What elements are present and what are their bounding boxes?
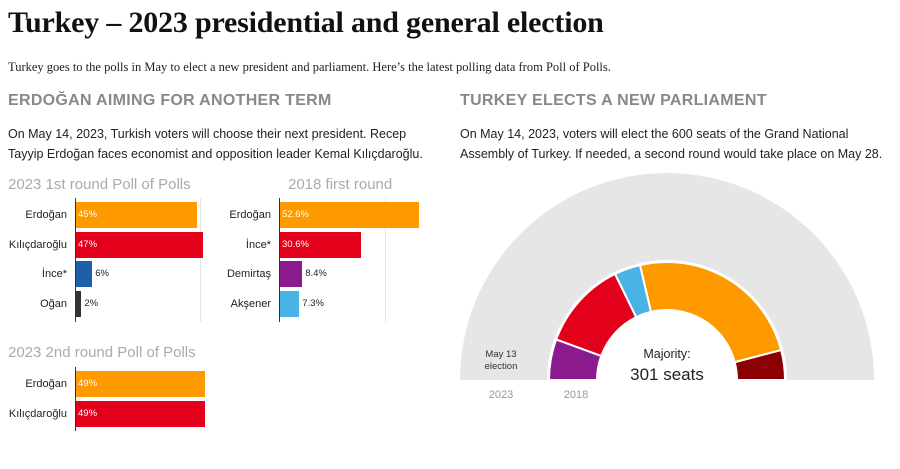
bar [280, 231, 361, 258]
outer-ring-label-line-1: May 13 [485, 349, 516, 360]
bar-category-label: İnce* [245, 238, 271, 251]
bar-value-label: 6% [95, 268, 109, 279]
chart-title: 2023 1st round Poll of Polls [8, 176, 191, 193]
chart-title: 2023 2nd round Poll of Polls [8, 344, 196, 361]
bar-category-label: Erdoğan [229, 209, 271, 221]
bar [76, 202, 198, 228]
bar-category-label: Akşener [230, 297, 271, 310]
bar-value-label: 49% [78, 378, 98, 389]
hemicycle-segment [733, 348, 787, 381]
bar-value-label: 45% [78, 209, 98, 220]
axis-line [279, 198, 280, 322]
bar [76, 231, 203, 258]
inner-ring-2018 [547, 261, 787, 381]
bar-value-label: 7.3% [302, 297, 324, 309]
axis-line [75, 367, 76, 431]
bar [280, 202, 419, 228]
right-section-heading: TURKEY ELECTS A NEW PARLIAMENT [460, 92, 767, 109]
bar [280, 290, 300, 317]
bar-category-label: Kılıçdaroğlu [8, 407, 67, 420]
bar [280, 261, 303, 287]
page-subtitle: Turkey goes to the polls in May to elect… [8, 60, 611, 74]
bar-category-label: Erdoğan [25, 378, 67, 390]
right-section-text: On May 14, 2023, voters will elect the 6… [460, 127, 883, 161]
bar-value-label: 52.6% [282, 209, 309, 220]
bar-value-label: 49% [78, 407, 98, 419]
majority-value: 301 seats [630, 365, 704, 384]
page-title: Turkey – 2023 presidential and general e… [8, 6, 604, 39]
bar-value-label: 30.6% [282, 238, 309, 250]
bar [76, 371, 206, 397]
axis-line [75, 198, 76, 322]
bar [76, 290, 82, 317]
bar-category-label: Demirtaş [226, 268, 271, 280]
gridline [200, 198, 201, 322]
bar-category-label: İnce* [41, 268, 67, 280]
left-section-text: On May 14, 2023, Turkish voters will cho… [8, 127, 423, 161]
year-label-2023: 2023 [489, 389, 513, 401]
chart-title: 2018 first round [288, 176, 393, 193]
bar-category-label: Kılıçdaroğlu [8, 238, 67, 251]
gridline [385, 198, 386, 322]
hemicycle-segment [638, 261, 783, 364]
outer-ring-label-line-2: election [485, 361, 518, 372]
parliament-hemicycle-chart: May 13 election 2023 2018 Majority: 301 … [460, 173, 874, 401]
outer-ring-2023 [460, 173, 874, 380]
bar-value-label: 47% [78, 238, 98, 250]
bar [76, 261, 93, 287]
bar-value-label: 8.4% [305, 268, 327, 279]
majority-label: Majority: [643, 347, 690, 361]
bar-category-label: Oğan [40, 297, 67, 310]
left-section-heading: ERDOĞAN AIMING FOR ANOTHER TERM [8, 92, 332, 109]
year-label-2018: 2018 [564, 389, 588, 401]
bar-value-label: 2% [84, 297, 99, 309]
bar [76, 400, 206, 427]
bar-category-label: Erdoğan [25, 209, 67, 221]
